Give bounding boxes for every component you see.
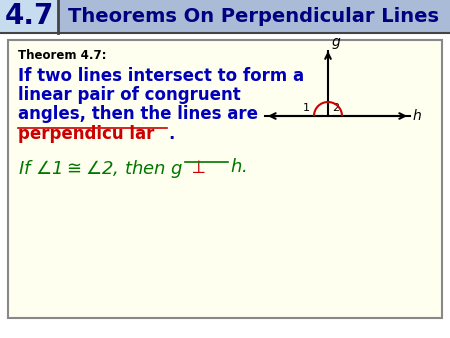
Text: If two lines intersect to form a: If two lines intersect to form a <box>18 67 304 85</box>
Text: perpendicu lar: perpendicu lar <box>18 125 154 143</box>
Bar <box>58 0 450 33</box>
Bar <box>8 40 442 318</box>
Text: Theorem 4.7:: Theorem 4.7: <box>18 49 107 62</box>
Text: linear pair of congruent: linear pair of congruent <box>18 86 241 104</box>
Bar <box>0 0 58 33</box>
Text: $h$.: $h$. <box>230 158 247 176</box>
Text: If $\angle$1$\cong$$\angle$2, then $g$: If $\angle$1$\cong$$\angle$2, then $g$ <box>18 158 184 180</box>
Text: .: . <box>168 125 175 143</box>
Text: h: h <box>413 109 422 123</box>
Text: g: g <box>332 35 341 49</box>
Text: $\perp$: $\perp$ <box>188 158 206 177</box>
Text: 4.7: 4.7 <box>4 2 54 30</box>
Text: angles, then the lines are: angles, then the lines are <box>18 105 258 123</box>
Text: 2: 2 <box>332 103 339 113</box>
Text: 1: 1 <box>303 103 310 113</box>
Text: Theorems On Perpendicular Lines: Theorems On Perpendicular Lines <box>68 7 438 26</box>
